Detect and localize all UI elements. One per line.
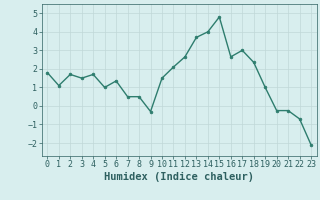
X-axis label: Humidex (Indice chaleur): Humidex (Indice chaleur) <box>104 172 254 182</box>
